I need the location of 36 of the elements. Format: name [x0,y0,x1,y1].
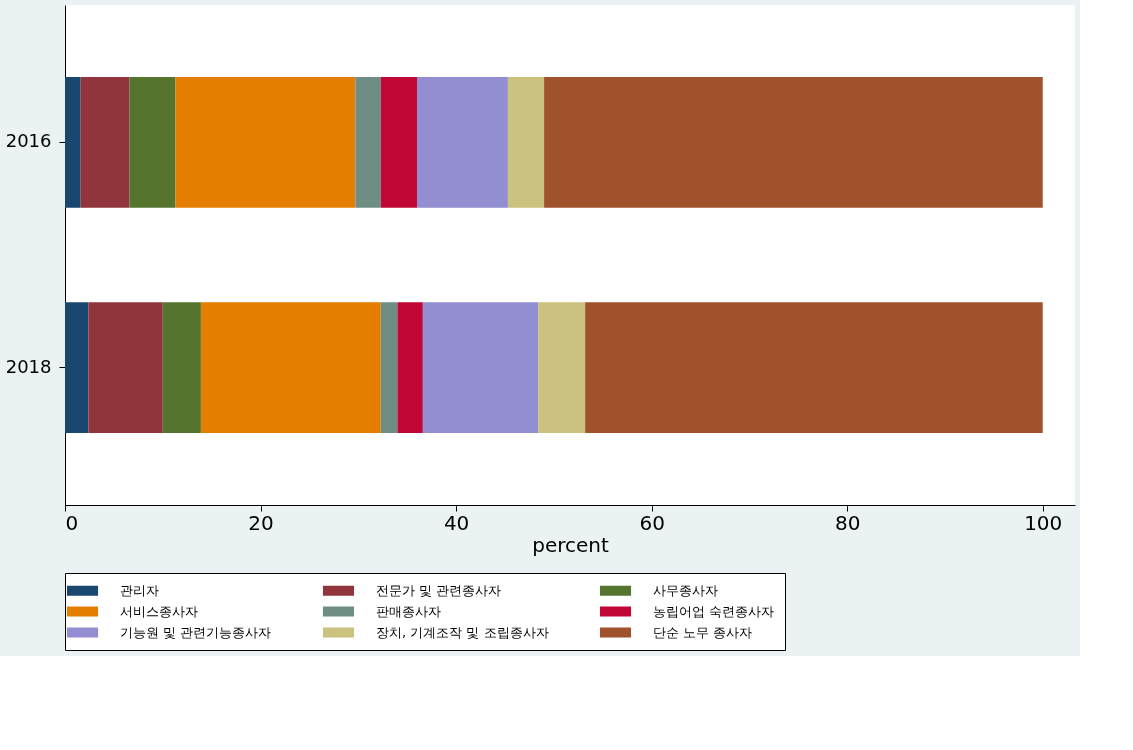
bar [200,302,381,433]
x-tick-label: 100 [1024,510,1063,535]
legend-label: 판매종사자 [376,603,441,619]
bar [129,77,176,208]
x-tick-label: 80 [834,510,861,535]
bar [585,302,1043,433]
bar [175,77,356,208]
y-tick-label: 2016 [5,130,52,152]
legend-label: 서비스종사자 [120,603,198,619]
bar [80,77,130,208]
bar [162,302,201,433]
legend-label: 기능원 및 관련기능종사자 [120,624,272,640]
x-tick-label: 0 [65,510,79,535]
bar [65,302,89,433]
x-tick-label: 40 [443,510,470,535]
legend-label: 단순 노무 종사자 [653,624,753,640]
legend-label: 농립어업 숙련종사자 [653,603,775,619]
bar [416,77,508,208]
legend-label: 관리자 [120,582,159,598]
bar [538,302,586,433]
bar [380,302,398,433]
x-tick-label: 20 [248,510,274,535]
legend-label: 장치, 기계조작 및 조립종사자 [376,624,549,640]
bar [544,77,1043,208]
bar [507,77,545,208]
x-axis-title: percent [532,532,609,557]
bar [88,302,163,433]
legend-label: 사무종사자 [653,582,718,598]
bar [397,302,423,433]
x-tick-label: 60 [639,510,665,535]
bar [422,302,539,433]
bar [65,77,81,208]
legend-label: 전문가 및 관련종사자 [376,582,502,598]
y-tick-label: 2018 [5,355,52,377]
bar [355,77,381,208]
bar [380,77,417,208]
